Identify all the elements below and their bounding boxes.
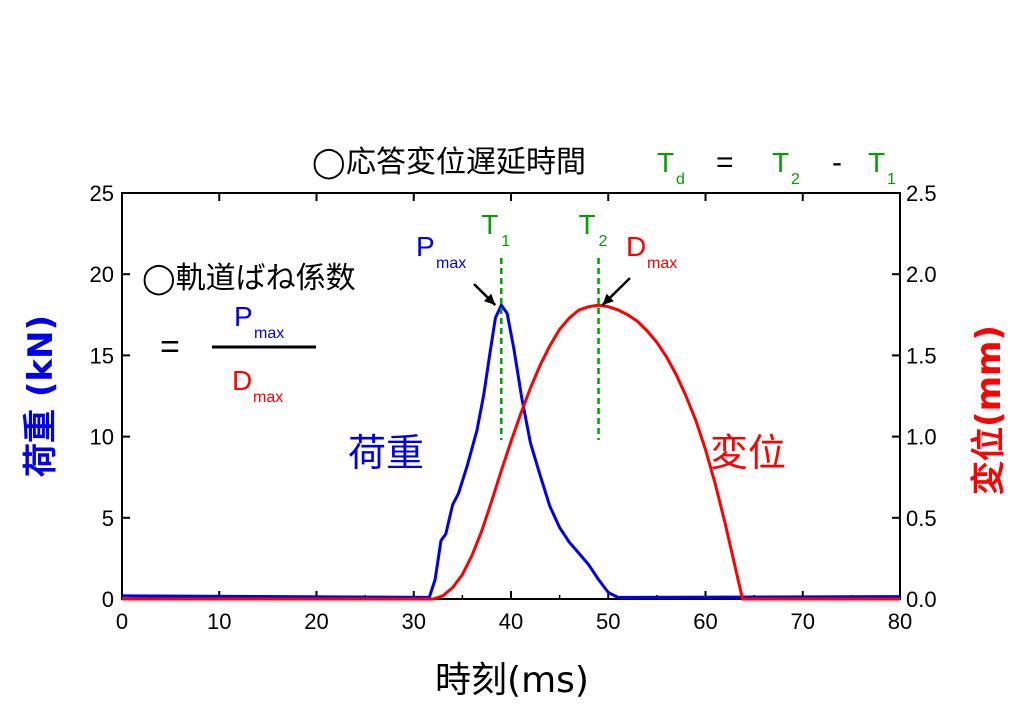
spring-formula: ◯軌道ばね係数 = P max D max: [142, 261, 356, 406]
plot-frame: [121, 192, 901, 600]
title-equals: =: [716, 146, 734, 179]
x-tick-label: 60: [693, 609, 717, 634]
x-tick-label: 50: [596, 609, 620, 634]
title-minus: -: [832, 146, 842, 179]
y-left-axis-label: 荷重 (kN): [21, 315, 61, 477]
y-left-tick-label: 10: [90, 425, 114, 450]
formula-title: ◯軌道ばね係数: [142, 261, 356, 296]
title-t1-sub: 1: [887, 171, 896, 188]
title-td: T: [657, 147, 674, 178]
y-left-tick-label: 5: [102, 506, 114, 531]
x-tick-label: 80: [888, 609, 912, 634]
y-right-tick-label: 0.5: [906, 506, 937, 531]
y-left-tick-label: 0: [102, 587, 114, 612]
y-right-tick-label: 2.5: [906, 181, 937, 206]
dmax-sub: max: [647, 255, 677, 272]
axis-ticks: 0 10 20 30 40 50 60 70 80 0 5 10 15 20 25 0.0 0.5 1.0 1.5 2…: [90, 181, 937, 634]
dmax-main: D: [626, 231, 646, 262]
y-left-tick-label: 15: [90, 343, 114, 368]
series-line-load: [121, 303, 901, 599]
x-tick-label: 30: [402, 609, 426, 634]
formula-equals: =: [160, 328, 180, 366]
x-tick-label: 70: [791, 609, 815, 634]
x-tick-label: 0: [116, 609, 128, 634]
formula-numerator-main: P: [234, 301, 253, 332]
dmax-arrow-head: [602, 293, 614, 306]
marker-label-t2: T: [579, 209, 596, 240]
y-left-tick-label: 25: [90, 181, 114, 206]
title-t2-sub: 2: [791, 171, 800, 188]
disp-series-label: 変位: [710, 431, 786, 475]
peak-arrows: [473, 277, 631, 306]
y-right-tick-label: 1.0: [906, 425, 937, 450]
marker-sub-t1: 1: [501, 233, 510, 250]
chart-title: ◯ 応答変位遅延時間 T d = T 2 - T 1: [312, 145, 896, 188]
x-tick-label: 10: [207, 609, 231, 634]
pmax-arrow-head: [483, 293, 496, 306]
series-line-displacement: [122, 303, 900, 601]
x-axis-label: 時刻(ms): [435, 660, 589, 701]
title-t1: T: [868, 147, 885, 178]
x-tick-label: 20: [304, 609, 328, 634]
y-right-tick-label: 0.0: [906, 587, 937, 612]
y-left-tick-label: 20: [90, 262, 114, 287]
formula-numerator-sub: max: [254, 325, 284, 342]
series-layer: [121, 303, 901, 601]
pmax-sub: max: [436, 255, 466, 272]
formula-denominator-main: D: [232, 365, 252, 396]
marker-sub-t2: 2: [599, 233, 608, 250]
title-text: 応答変位遅延時間: [346, 145, 586, 180]
title-circle: ◯: [312, 145, 346, 180]
dmax-annotation: D max: [626, 231, 677, 272]
x-tick-label: 40: [499, 609, 523, 634]
y-right-tick-label: 1.5: [906, 343, 937, 368]
y-right-axis-label: 変位(mm): [969, 325, 1009, 495]
formula-denominator-sub: max: [253, 389, 283, 406]
pmax-annotation: P max: [416, 231, 466, 272]
marker-label-t1: T: [481, 209, 498, 240]
load-series-label: 荷重: [348, 431, 424, 475]
title-td-sub: d: [676, 171, 685, 188]
y-right-tick-label: 2.0: [906, 262, 937, 287]
title-t2: T: [772, 147, 789, 178]
pmax-main: P: [416, 231, 435, 262]
